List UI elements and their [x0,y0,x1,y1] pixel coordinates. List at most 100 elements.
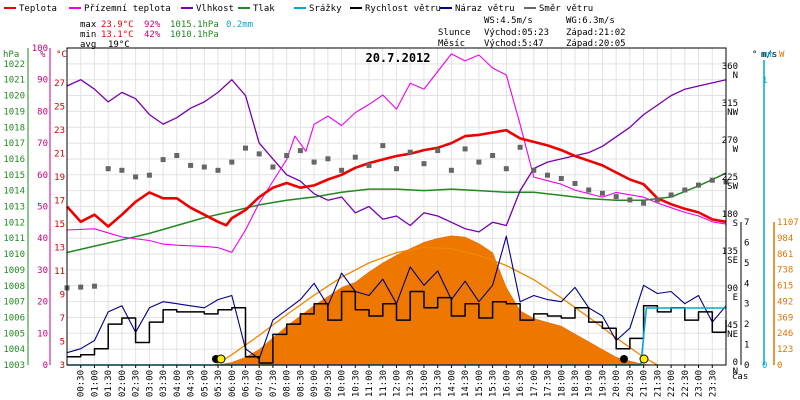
axis-wm2-tick: 1107 [777,218,799,228]
axis-hpa-tick: 1011 [3,234,25,244]
series-wind-direction-point [435,148,441,154]
legend-item: Tlak [253,4,275,14]
axis-celsius-tick: 3 [60,361,65,371]
series-wind-direction-point [490,153,496,158]
axes: hPa% °C1003100410051006100710081009101010… [3,44,799,377]
legend-item: Směr větru [539,4,593,14]
x-tick-label: 10:00 [338,370,348,397]
axis-hpa-tick: 1009 [3,266,25,276]
series-wind-direction-point [243,145,248,151]
axis-hpa-tick: 1008 [3,282,25,292]
axis-direction-name: NE [727,330,738,340]
series-tlak [66,172,727,254]
axis-hpa-unit: hPa [3,50,19,60]
axis-percent-unit: % [40,50,46,60]
axis-direction-name: N [733,367,738,377]
x-tick-label: 00:30 [77,370,87,397]
axis-mm-tick: 1 [762,76,767,86]
axis-direction-name: SW [727,182,738,192]
x-tick-label: 15:30 [489,370,499,397]
axis-direction-name: S [733,219,738,229]
axis-direction-tick: 360 [722,62,738,72]
axis-hpa-tick: 1003 [3,361,25,371]
x-tick-label: 18:00 [557,370,567,397]
stats-moonset: Západ:20:05 [566,39,626,49]
series-teplota [66,128,727,228]
x-tick-label: 22:30 [681,370,691,397]
axis-direction-name: SE [727,256,738,266]
axis-hpa-tick: 1005 [3,329,25,339]
x-tick-label: 07:00 [255,370,265,397]
stats-max-press: 1015.1hPa [170,20,219,30]
series-wind-direction-point [654,197,660,203]
axis-celsius-tick: 15 [54,220,65,230]
sunset-marker [639,354,649,364]
series-wind-direction-point [133,174,139,180]
axis-direction-tick: 0 [733,358,738,368]
axis-hpa-tick: 1020 [3,92,25,102]
axis-ms-tick: 3 [744,300,749,310]
axis-wm2-tick: 984 [777,234,793,244]
axis-celsius-tick: 17 [54,197,65,207]
axis-direction-tick: 315 [722,99,738,109]
axis-direction-tick: 225 [722,173,738,183]
axis-hpa-tick: 1012 [3,218,25,228]
x-tick-label: 03:00 [145,370,155,397]
x-tick-label: 17:00 [530,370,540,397]
axis-ms-tick: 4 [744,279,749,289]
series-wind-direction-point [366,162,372,168]
x-tick-label: 13:30 [434,370,444,397]
series-wind-direction-point [284,153,290,158]
stats-moon-label: Měsíc [438,39,465,49]
series-wind-direction-point [545,172,550,178]
axis-percent-tick: 100 [32,44,48,54]
x-tick-label: 14:30 [461,370,471,397]
axis-wm2-tick: 615 [777,282,793,292]
stats-min-hum: 42% [144,30,161,40]
x-tick-label: 11:30 [379,370,389,397]
series-theoretical-radiation [214,246,658,366]
axis-direction-unit: ° [752,50,757,60]
axis-percent-tick: 20 [37,298,48,308]
axis-celsius-tick: 5 [60,338,65,348]
x-tick-label: 19:30 [598,370,608,397]
stats-min-temp: 13.1°C [101,30,134,40]
x-axis: 00:30 01:00 01:30 02:00 02:30 03:00 03:30 04:00… [77,365,718,397]
legend-item: Teplota [19,4,57,14]
series-wind-direction-point [78,284,84,290]
x-tick-label: 21:00 [640,370,650,397]
stats-max-label: max [80,20,97,30]
axis-hpa-tick: 1004 [3,345,25,355]
chart-title: 20.7.2012 [365,51,430,65]
x-tick-label: 02:30 [132,370,142,397]
axis-percent-tick: 70 [37,139,48,149]
axis-percent-tick: 40 [37,234,48,244]
x-tick-label: 19:00 [585,370,595,397]
axis-direction-tick: 45 [727,321,738,331]
axis-wm2-tick: 738 [777,266,793,276]
legend-item: Rychlost větru [365,4,441,14]
axis-ms-unit: m/s [761,50,777,60]
axis-hpa-tick: 1019 [3,107,25,117]
series-wind-direction-point [421,161,427,167]
series-wind-direction-point [325,156,331,162]
axis-ms-tick: 5 [744,259,749,269]
axis-direction-tick: 180 [722,210,738,220]
axis-wm2-unit: W [779,50,785,60]
x-tick-label: 10:30 [351,370,361,397]
x-tick-label: 12:30 [406,370,416,397]
axis-direction-tick: 270 [722,136,738,146]
x-tick-label: 20:30 [626,370,636,397]
series-wind-direction-point [627,197,633,203]
axis-hpa-tick: 1010 [3,250,25,260]
series-wind-direction-point [119,167,125,173]
x-tick-label: 15:00 [475,370,485,397]
x-tick-label: 09:00 [310,370,320,397]
series-wind-direction-point [297,148,303,154]
axis-percent-tick: 30 [37,266,48,276]
series-wind-direction-point [92,283,97,289]
moonset-marker [620,355,628,363]
stats-max-temp: 23.9°C [101,20,134,30]
axis-percent-tick: 0 [43,361,48,371]
